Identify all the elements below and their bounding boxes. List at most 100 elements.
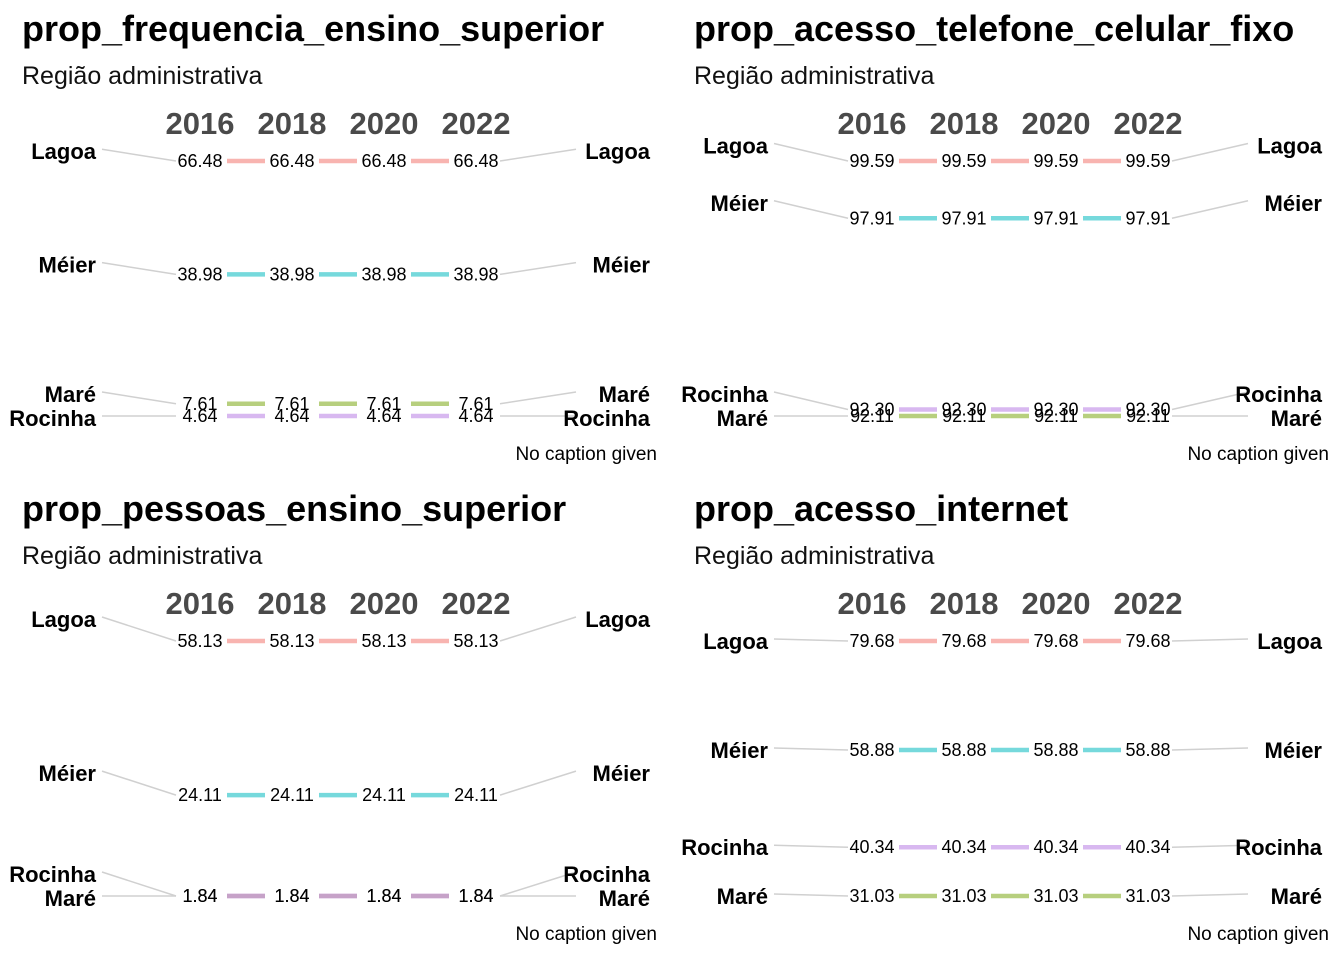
region-label-right-mare: Maré xyxy=(599,382,650,407)
left-connector-meier xyxy=(101,261,177,276)
year-label-2016: 2016 xyxy=(166,106,235,141)
series-meier: 58.88 58.88 58.88 58.88 Méier Méier xyxy=(711,738,1323,763)
region-label-left-lagoa: Lagoa xyxy=(31,139,97,164)
value-label-mare-2020: 92.11 xyxy=(1034,406,1078,426)
value-label-meier-2016: 97.91 xyxy=(849,208,894,228)
year-label-2020: 2020 xyxy=(350,586,419,621)
series-rocinha: 1.84 1.84 1.84 1.84 Rocinha Rocinha xyxy=(9,862,651,906)
slope-chart-plot: 2016 2018 2020 2022 99.59 99.59 99.59 99.59 Lago… xyxy=(681,106,1323,431)
region-label-right-rocinha: Rocinha xyxy=(1235,835,1323,860)
value-label-rocinha-2016: 92.30 xyxy=(849,400,894,420)
left-connector-meier xyxy=(773,200,849,220)
value-label-lagoa-2016: 79.68 xyxy=(849,631,894,651)
right-connector-lagoa xyxy=(499,148,577,162)
value-label-lagoa-2020: 79.68 xyxy=(1033,631,1078,651)
region-label-left-rocinha: Rocinha xyxy=(681,382,769,407)
region-label-right-meier: Méier xyxy=(593,253,651,278)
year-label-2020: 2020 xyxy=(350,106,419,141)
value-label-rocinha-2018: 40.34 xyxy=(941,837,986,857)
series-meier: 24.11 24.11 24.11 24.11 Méier Méier xyxy=(39,761,651,805)
left-connector-lagoa xyxy=(101,148,177,162)
year-label-2018: 2018 xyxy=(258,106,327,141)
region-label-left-rocinha: Rocinha xyxy=(681,835,769,860)
value-label-meier-2022: 58.88 xyxy=(1125,740,1170,760)
value-label-mare-2022: 92.11 xyxy=(1126,406,1170,426)
left-connector-meier xyxy=(773,747,849,751)
left-connector-rocinha xyxy=(773,391,849,411)
right-connector-rocinha xyxy=(1171,844,1249,848)
chart-caption: No caption given xyxy=(1187,444,1329,465)
value-label-mare-2016: 1.84 xyxy=(182,886,217,906)
right-connector-meier xyxy=(1171,747,1249,751)
chart-caption: No caption given xyxy=(515,444,657,465)
value-label-meier-2018: 38.98 xyxy=(269,264,314,284)
value-label-lagoa-2020: 66.48 xyxy=(361,151,406,171)
value-label-meier-2016: 38.98 xyxy=(177,264,222,284)
chart-caption: No caption given xyxy=(1187,924,1329,945)
value-label-meier-2020: 24.11 xyxy=(362,785,406,805)
value-label-mare-2016: 7.61 xyxy=(182,394,217,414)
value-label-mare-2022: 31.03 xyxy=(1125,886,1170,906)
chart-panel-pessoas-ensino-superior: prop_pessoas_ensino_superior Região admi… xyxy=(0,480,672,960)
year-label-2022: 2022 xyxy=(442,586,511,621)
region-label-left-meier: Méier xyxy=(711,738,769,763)
value-label-rocinha-2020: 92.30 xyxy=(1033,400,1078,420)
region-label-right-lagoa: Lagoa xyxy=(585,607,651,632)
year-label-2016: 2016 xyxy=(838,586,907,621)
value-label-meier-2022: 38.98 xyxy=(453,264,498,284)
value-label-mare-2018: 7.61 xyxy=(274,394,309,414)
value-label-rocinha-2016: 4.64 xyxy=(182,406,217,426)
region-label-left-rocinha: Rocinha xyxy=(9,406,97,431)
value-label-mare-2018: 92.11 xyxy=(942,406,986,426)
year-label-2022: 2022 xyxy=(1114,106,1183,141)
year-label-2018: 2018 xyxy=(930,106,999,141)
region-label-right-rocinha: Rocinha xyxy=(1235,382,1323,407)
value-label-lagoa-2022: 99.59 xyxy=(1125,151,1170,171)
chart-subtitle: Região administrativa xyxy=(22,62,263,90)
right-connector-lagoa xyxy=(499,616,577,642)
value-label-rocinha-2018: 4.64 xyxy=(274,406,309,426)
value-label-rocinha-2022: 92.30 xyxy=(1125,400,1170,420)
right-connector-meier xyxy=(499,261,577,276)
value-label-meier-2016: 58.88 xyxy=(849,740,894,760)
left-connector-lagoa xyxy=(773,638,849,642)
chart-panel-acesso-telefone-celular-fixo: prop_acesso_telefone_celular_fixo Região… xyxy=(672,0,1344,480)
region-label-right-lagoa: Lagoa xyxy=(585,139,651,164)
region-label-right-mare: Maré xyxy=(1271,406,1322,431)
chart-title: prop_acesso_internet xyxy=(694,488,1069,529)
series-mare: 7.61 7.61 7.61 7.61 Maré Maré xyxy=(45,382,650,414)
region-label-right-rocinha: Rocinha xyxy=(563,406,651,431)
year-label-2016: 2016 xyxy=(838,106,907,141)
region-label-right-rocinha: Rocinha xyxy=(563,862,651,887)
value-label-mare-2016: 31.03 xyxy=(849,886,894,906)
region-label-right-meier: Méier xyxy=(1265,191,1323,216)
series-mare: 1.84 1.84 1.84 1.84 Maré Maré xyxy=(45,886,650,911)
value-label-mare-2020: 1.84 xyxy=(366,886,401,906)
right-connector-meier xyxy=(499,770,577,796)
chart-title: prop_acesso_telefone_celular_fixo xyxy=(694,8,1295,49)
value-label-rocinha-2018: 1.84 xyxy=(274,886,309,906)
value-label-mare-2016: 92.11 xyxy=(850,406,894,426)
year-label-2022: 2022 xyxy=(442,106,511,141)
chart-subtitle: Região administrativa xyxy=(694,62,935,90)
value-label-lagoa-2016: 99.59 xyxy=(849,151,894,171)
value-label-rocinha-2020: 1.84 xyxy=(366,886,401,906)
left-connector-meier xyxy=(101,770,177,796)
chart-title: prop_pessoas_ensino_superior xyxy=(22,488,567,529)
value-label-rocinha-2022: 4.64 xyxy=(458,406,493,426)
series-lagoa: 99.59 99.59 99.59 99.59 Lagoa Lagoa xyxy=(703,133,1323,171)
value-label-rocinha-2020: 4.64 xyxy=(366,406,401,426)
right-connector-mare xyxy=(1171,893,1249,897)
value-label-mare-2020: 31.03 xyxy=(1033,886,1078,906)
region-label-left-meier: Méier xyxy=(711,191,769,216)
series-rocinha: 4.64 4.64 4.64 4.64 Rocinha Rocinha xyxy=(9,406,651,431)
series-meier: 97.91 97.91 97.91 97.91 Méier Méier xyxy=(711,191,1323,229)
region-label-right-mare: Maré xyxy=(599,886,650,911)
series-rocinha: 40.34 40.34 40.34 40.34 Rocinha Rocinha xyxy=(681,835,1323,860)
chart-subtitle: Região administrativa xyxy=(694,542,935,570)
value-label-mare-2022: 7.61 xyxy=(458,394,493,414)
year-label-2018: 2018 xyxy=(930,586,999,621)
value-label-meier-2022: 97.91 xyxy=(1125,208,1170,228)
value-label-lagoa-2022: 79.68 xyxy=(1125,631,1170,651)
left-connector-rocinha xyxy=(101,871,177,897)
